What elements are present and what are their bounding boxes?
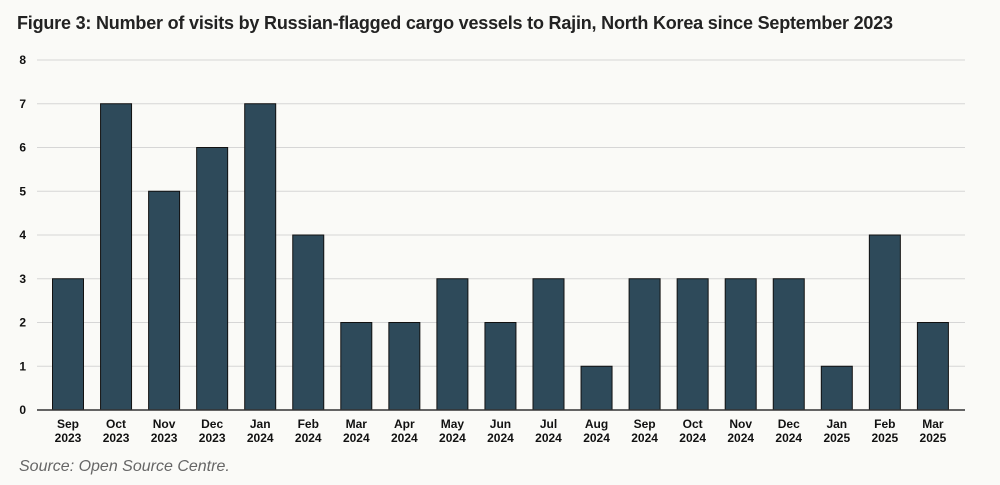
x-tick-label-year: 2025 bbox=[920, 431, 947, 445]
x-tick-label-year: 2024 bbox=[247, 431, 274, 445]
x-tick-label-year: 2023 bbox=[199, 431, 226, 445]
chart-title: Figure 3: Number of visits by Russian-fl… bbox=[17, 13, 893, 33]
y-tick-label: 0 bbox=[19, 403, 26, 417]
x-tick-label-month: Oct bbox=[683, 417, 703, 431]
y-tick-label: 7 bbox=[19, 97, 26, 111]
x-tick-label-year: 2024 bbox=[679, 431, 706, 445]
x-tick-label-year: 2024 bbox=[439, 431, 466, 445]
bars bbox=[52, 103, 949, 411]
y-axis-ticks: 0 1 2 3 4 5 6 7 8 bbox=[19, 53, 26, 417]
bar bbox=[100, 103, 133, 411]
x-tick-label-year: 2025 bbox=[871, 431, 898, 445]
source-note: Source: Open Source Centre. bbox=[19, 458, 230, 475]
x-tick-label-month: Sep bbox=[634, 417, 656, 431]
x-tick-label-year: 2024 bbox=[391, 431, 418, 445]
x-tick-label-month: Jun bbox=[490, 417, 511, 431]
bar bbox=[484, 322, 517, 411]
bar bbox=[820, 365, 853, 411]
x-tick-label-month: Dec bbox=[778, 417, 800, 431]
x-tick-label-month: Jul bbox=[540, 417, 557, 431]
y-tick-label: 8 bbox=[19, 53, 26, 67]
y-tick-label: 1 bbox=[19, 359, 26, 373]
y-tick-label: 4 bbox=[19, 228, 26, 242]
x-tick-label-month: Dec bbox=[201, 417, 223, 431]
x-tick-label-month: Sep bbox=[57, 417, 79, 431]
bar bbox=[580, 365, 613, 411]
x-axis-ticks: Sep2023Oct2023Nov2023Dec2023Jan2024Feb20… bbox=[55, 417, 947, 445]
x-tick-label-year: 2024 bbox=[535, 431, 562, 445]
x-tick-label-month: Aug bbox=[585, 417, 608, 431]
y-tick-label: 6 bbox=[19, 141, 26, 155]
bar bbox=[724, 278, 757, 411]
bar bbox=[868, 234, 901, 411]
x-tick-label-month: Mar bbox=[346, 417, 368, 431]
bar bbox=[532, 278, 565, 411]
bar bbox=[628, 278, 661, 411]
x-tick-label-month: Mar bbox=[922, 417, 944, 431]
x-tick-label-month: Nov bbox=[729, 417, 752, 431]
x-tick-label-year: 2025 bbox=[823, 431, 850, 445]
bar bbox=[676, 278, 709, 411]
x-tick-label-year: 2023 bbox=[55, 431, 82, 445]
x-tick-label-year: 2024 bbox=[631, 431, 658, 445]
x-tick-label-month: Apr bbox=[394, 417, 415, 431]
bar bbox=[436, 278, 469, 411]
x-tick-label-year: 2023 bbox=[103, 431, 130, 445]
y-tick-label: 2 bbox=[19, 316, 26, 330]
bar bbox=[148, 190, 181, 411]
x-tick-label-year: 2024 bbox=[775, 431, 802, 445]
x-tick-label-month: Nov bbox=[153, 417, 176, 431]
x-tick-label-year: 2024 bbox=[343, 431, 370, 445]
bar bbox=[244, 103, 277, 411]
x-tick-label-month: Feb bbox=[874, 417, 895, 431]
x-tick-label-year: 2024 bbox=[295, 431, 322, 445]
bar bbox=[196, 147, 229, 411]
x-tick-label-month: Jan bbox=[826, 417, 847, 431]
x-tick-label-month: May bbox=[441, 417, 465, 431]
x-tick-label-year: 2024 bbox=[727, 431, 754, 445]
x-tick-label-month: Feb bbox=[298, 417, 319, 431]
bar bbox=[292, 234, 325, 411]
y-tick-label: 3 bbox=[19, 272, 26, 286]
bar bbox=[916, 322, 949, 411]
x-tick-label-month: Oct bbox=[106, 417, 126, 431]
x-tick-label-year: 2024 bbox=[583, 431, 610, 445]
bar bbox=[388, 322, 421, 411]
bar bbox=[52, 278, 84, 411]
x-tick-label-month: Jan bbox=[250, 417, 271, 431]
y-tick-label: 5 bbox=[19, 184, 26, 198]
bar bbox=[340, 322, 373, 411]
x-tick-label-year: 2024 bbox=[487, 431, 514, 445]
x-tick-label-year: 2023 bbox=[151, 431, 178, 445]
bar bbox=[772, 278, 805, 411]
